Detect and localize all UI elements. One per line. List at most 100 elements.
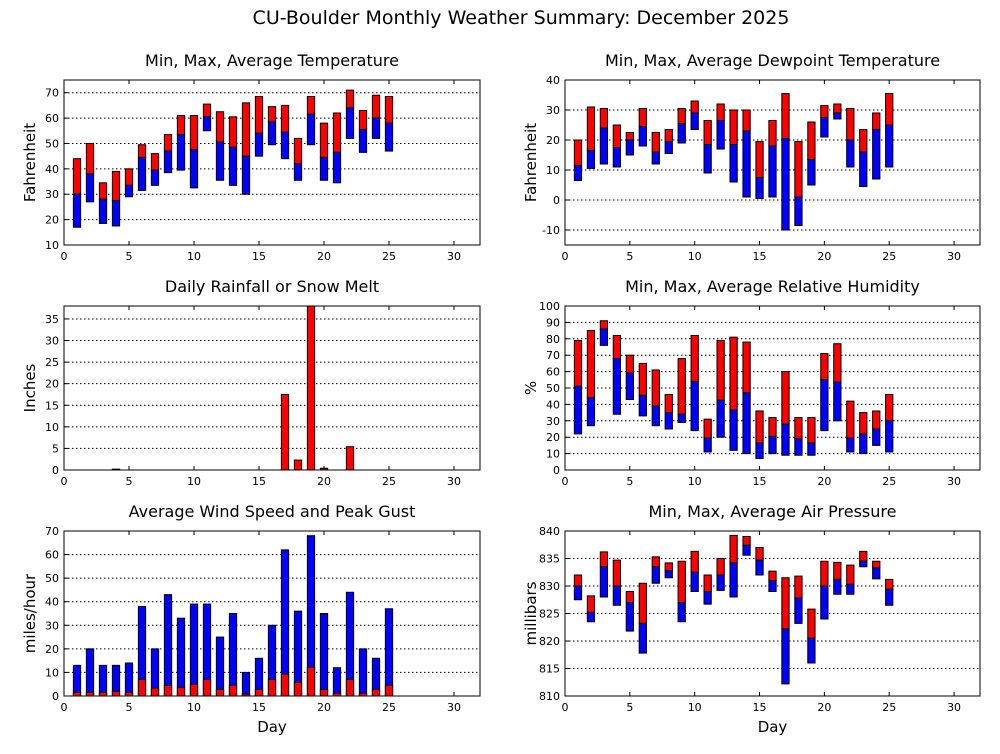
y-tick-label: 20 xyxy=(45,643,59,656)
bar-min-to-avg xyxy=(241,155,251,195)
y-tick-label: 25 xyxy=(45,356,59,369)
bar-avg-to-max xyxy=(573,139,583,166)
bar-avg-to-max xyxy=(729,336,738,411)
y-tick-label: 815 xyxy=(539,663,560,676)
bar-average-wind xyxy=(345,679,355,697)
x-tick-label: 15 xyxy=(753,701,767,714)
bar-min-to-avg xyxy=(807,159,816,186)
bar-min-to-avg xyxy=(768,435,777,455)
y-tick-label: 30 xyxy=(45,335,59,348)
bar-average-wind xyxy=(189,683,199,697)
plot-frame xyxy=(63,79,481,246)
y-tick-label: 15 xyxy=(45,399,59,412)
bar-avg-to-max xyxy=(807,417,816,444)
bar-avg-to-max xyxy=(345,89,355,109)
y-tick-label: 80 xyxy=(546,333,560,346)
bar-min-to-avg xyxy=(638,394,647,417)
x-tick-label: 25 xyxy=(882,250,896,263)
y-tick-label: 40 xyxy=(546,398,560,411)
x-tick-label: 5 xyxy=(126,475,133,488)
bar-min-to-avg xyxy=(215,141,225,181)
bar-avg-to-max xyxy=(768,120,777,147)
x-tick-label: 15 xyxy=(252,475,266,488)
bar-avg-to-max xyxy=(820,560,829,587)
x-tick-label: 10 xyxy=(187,250,201,263)
panel-title: Min, Max, Average Relative Humidity xyxy=(625,277,920,296)
bar-avg-to-max xyxy=(651,369,660,407)
bar-min-to-avg xyxy=(306,113,316,146)
bar-avg-to-max xyxy=(241,102,251,157)
x-tick-label: 30 xyxy=(947,475,961,488)
panel-title: Min, Max, Average Temperature xyxy=(145,51,399,70)
bar-avg-to-max xyxy=(729,534,738,564)
bar-avg-to-max xyxy=(703,120,712,145)
bar-min-to-avg xyxy=(833,381,842,422)
y-tick-label: 60 xyxy=(45,112,59,125)
bar-avg-to-max xyxy=(85,142,95,175)
bar-avg-to-max xyxy=(885,578,894,590)
bar-min-to-avg xyxy=(807,442,816,456)
bar-average-wind xyxy=(98,691,108,697)
y-tick-label: 810 xyxy=(539,690,560,703)
bar-avg-to-max xyxy=(638,362,647,396)
panel-title: Daily Rainfall or Snow Melt xyxy=(165,277,379,296)
bar-avg-to-max xyxy=(716,558,725,576)
bar-min-to-avg xyxy=(599,566,609,598)
bar-avg-to-max xyxy=(293,137,303,165)
bar-avg-to-max xyxy=(742,341,751,394)
bar-avg-to-max xyxy=(319,122,329,158)
bar-min-to-avg xyxy=(625,372,634,400)
x-tick-label: 10 xyxy=(688,250,702,263)
x-tick-label: 0 xyxy=(61,701,68,714)
bar-avg-to-max xyxy=(612,124,622,148)
panel-3: Daily Rainfall or Snow Melt 0 5 10 15 20 25 30 3… xyxy=(21,277,481,488)
bar-min-to-avg xyxy=(677,602,686,623)
bar-average-wind xyxy=(85,691,95,697)
bar-avg-to-max xyxy=(872,410,881,430)
bar-min-to-avg xyxy=(690,571,699,592)
bar-min-to-avg xyxy=(846,583,855,595)
bar-min-to-avg xyxy=(859,433,868,455)
bar-avg-to-max xyxy=(625,132,634,141)
bar-peak-gust xyxy=(241,671,251,697)
y-tick-label: 60 xyxy=(45,549,59,562)
bar-avg-to-max xyxy=(690,335,699,382)
bar-min-to-avg xyxy=(716,399,725,438)
y-tick-label: 835 xyxy=(539,553,560,566)
bar-avg-to-max xyxy=(859,129,868,153)
x-tick-label: 0 xyxy=(562,475,569,488)
bar-avg-to-max xyxy=(703,574,712,592)
bar-avg-to-max xyxy=(859,550,868,562)
bar-avg-to-max xyxy=(833,561,842,580)
x-tick-label: 30 xyxy=(947,701,961,714)
bar-avg-to-max xyxy=(612,335,622,359)
y-tick-label: 40 xyxy=(45,596,59,609)
bar-min-to-avg xyxy=(664,570,673,579)
bar-average-wind xyxy=(163,684,173,697)
bar-avg-to-max xyxy=(573,574,583,587)
bar-avg-to-max xyxy=(755,410,764,444)
bar-average-wind xyxy=(384,684,394,697)
y-tick-label: 60 xyxy=(546,366,560,379)
bar-average-wind xyxy=(111,690,121,697)
bar-average-wind xyxy=(124,691,134,697)
y-tick-label: 0 xyxy=(52,690,59,703)
x-tick-label: 30 xyxy=(947,250,961,263)
bar-min-to-avg xyxy=(781,628,790,685)
bar-avg-to-max xyxy=(176,115,186,136)
bar-peak-gust xyxy=(358,648,368,697)
x-tick-label: 0 xyxy=(61,250,68,263)
bar-min-to-avg xyxy=(742,544,751,556)
bar-min-to-avg xyxy=(807,637,816,664)
bar-avg-to-max xyxy=(638,582,647,624)
bar-min-to-avg xyxy=(573,385,583,435)
bar-min-to-avg xyxy=(872,428,881,446)
bar-avg-to-max xyxy=(638,108,647,127)
bar-min-to-avg xyxy=(872,129,881,180)
bar-avg-to-max xyxy=(228,116,238,148)
x-tick-label: 0 xyxy=(61,475,68,488)
bar-min-to-avg xyxy=(820,379,829,432)
bar-average-wind xyxy=(280,673,290,697)
bar-min-to-avg xyxy=(833,112,842,120)
